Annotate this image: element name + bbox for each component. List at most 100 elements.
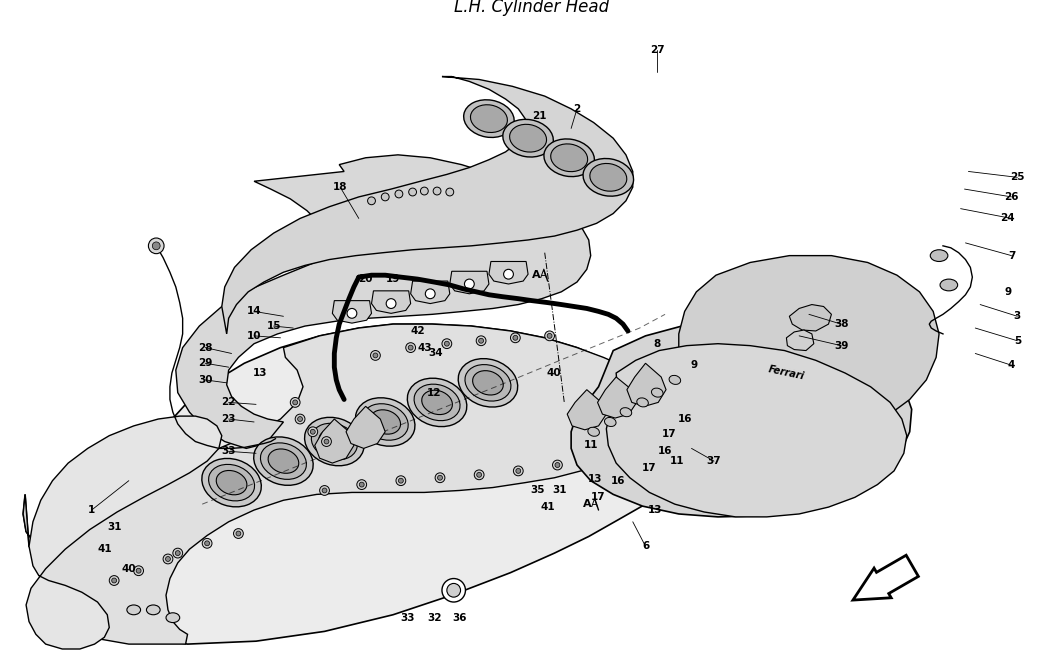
Text: 8: 8 bbox=[654, 339, 661, 349]
Circle shape bbox=[553, 460, 562, 470]
Circle shape bbox=[152, 242, 161, 250]
Ellipse shape bbox=[166, 613, 180, 623]
Circle shape bbox=[474, 470, 484, 480]
Circle shape bbox=[205, 541, 209, 546]
Text: 31: 31 bbox=[107, 522, 121, 532]
Text: 34: 34 bbox=[428, 349, 443, 359]
Ellipse shape bbox=[147, 605, 161, 615]
Circle shape bbox=[357, 480, 367, 490]
Ellipse shape bbox=[669, 375, 680, 384]
Text: 33: 33 bbox=[401, 613, 415, 623]
Circle shape bbox=[290, 397, 300, 407]
Text: 22: 22 bbox=[221, 397, 236, 407]
Text: 25: 25 bbox=[1010, 172, 1025, 182]
Circle shape bbox=[149, 238, 164, 254]
Circle shape bbox=[371, 351, 381, 360]
Ellipse shape bbox=[355, 397, 415, 446]
Text: 32: 32 bbox=[427, 613, 441, 623]
Text: 43: 43 bbox=[417, 343, 432, 353]
Ellipse shape bbox=[503, 120, 554, 157]
Circle shape bbox=[136, 568, 141, 573]
Circle shape bbox=[308, 427, 318, 437]
Text: 13: 13 bbox=[253, 368, 267, 378]
Ellipse shape bbox=[473, 371, 503, 395]
Ellipse shape bbox=[637, 398, 648, 407]
Ellipse shape bbox=[362, 403, 408, 440]
Text: 19: 19 bbox=[386, 274, 401, 284]
Ellipse shape bbox=[551, 144, 588, 172]
Circle shape bbox=[510, 333, 520, 343]
Text: 17: 17 bbox=[661, 429, 676, 439]
Text: 28: 28 bbox=[198, 343, 213, 353]
Circle shape bbox=[175, 550, 181, 556]
Polygon shape bbox=[347, 406, 385, 448]
Text: 17: 17 bbox=[642, 463, 657, 473]
Ellipse shape bbox=[311, 424, 357, 460]
Polygon shape bbox=[175, 155, 591, 448]
Ellipse shape bbox=[319, 430, 350, 454]
Text: 11: 11 bbox=[670, 456, 685, 466]
Text: 3: 3 bbox=[1014, 311, 1020, 321]
Text: 35: 35 bbox=[530, 486, 545, 496]
Circle shape bbox=[112, 578, 117, 583]
Polygon shape bbox=[571, 321, 912, 517]
Circle shape bbox=[504, 269, 513, 279]
Ellipse shape bbox=[583, 158, 634, 196]
Text: 10: 10 bbox=[247, 331, 261, 341]
Ellipse shape bbox=[208, 464, 254, 501]
Ellipse shape bbox=[458, 359, 518, 407]
Ellipse shape bbox=[463, 100, 514, 138]
Circle shape bbox=[292, 400, 298, 405]
Polygon shape bbox=[853, 555, 918, 600]
Circle shape bbox=[396, 476, 406, 486]
Polygon shape bbox=[489, 261, 528, 284]
Circle shape bbox=[324, 439, 328, 444]
Circle shape bbox=[234, 528, 243, 538]
Circle shape bbox=[236, 531, 241, 536]
Polygon shape bbox=[597, 377, 637, 418]
Text: 16: 16 bbox=[658, 446, 672, 456]
Circle shape bbox=[173, 548, 183, 558]
Polygon shape bbox=[790, 305, 831, 331]
Circle shape bbox=[476, 472, 482, 477]
Ellipse shape bbox=[588, 428, 600, 436]
Circle shape bbox=[386, 299, 396, 309]
Ellipse shape bbox=[590, 164, 627, 191]
Polygon shape bbox=[315, 419, 354, 463]
Polygon shape bbox=[27, 416, 222, 649]
Circle shape bbox=[555, 462, 560, 468]
Circle shape bbox=[442, 578, 466, 602]
Polygon shape bbox=[23, 494, 33, 546]
Circle shape bbox=[320, 486, 330, 496]
Text: 14: 14 bbox=[247, 307, 261, 317]
Text: 29: 29 bbox=[198, 358, 213, 368]
Text: 40: 40 bbox=[121, 564, 136, 574]
Text: 9: 9 bbox=[691, 360, 698, 370]
Circle shape bbox=[399, 478, 403, 483]
Circle shape bbox=[359, 482, 365, 487]
Polygon shape bbox=[333, 301, 371, 323]
Circle shape bbox=[421, 187, 428, 195]
Text: A: A bbox=[583, 499, 591, 509]
Text: 23: 23 bbox=[221, 414, 236, 424]
Polygon shape bbox=[38, 324, 669, 644]
Circle shape bbox=[166, 556, 170, 561]
Polygon shape bbox=[606, 344, 907, 517]
Circle shape bbox=[435, 473, 445, 483]
Text: 42: 42 bbox=[410, 326, 425, 336]
Text: 11: 11 bbox=[584, 440, 598, 450]
Ellipse shape bbox=[407, 378, 467, 427]
Circle shape bbox=[368, 197, 375, 204]
Text: 20: 20 bbox=[358, 274, 373, 284]
Circle shape bbox=[445, 188, 454, 196]
Text: 12: 12 bbox=[427, 387, 441, 397]
Ellipse shape bbox=[605, 418, 617, 426]
Polygon shape bbox=[787, 330, 814, 351]
Text: 4: 4 bbox=[1008, 360, 1015, 370]
Text: 41: 41 bbox=[97, 544, 112, 554]
Circle shape bbox=[202, 538, 212, 548]
Text: 7: 7 bbox=[1008, 250, 1015, 261]
Circle shape bbox=[438, 476, 442, 480]
Circle shape bbox=[298, 417, 303, 422]
Text: 30: 30 bbox=[198, 375, 213, 385]
